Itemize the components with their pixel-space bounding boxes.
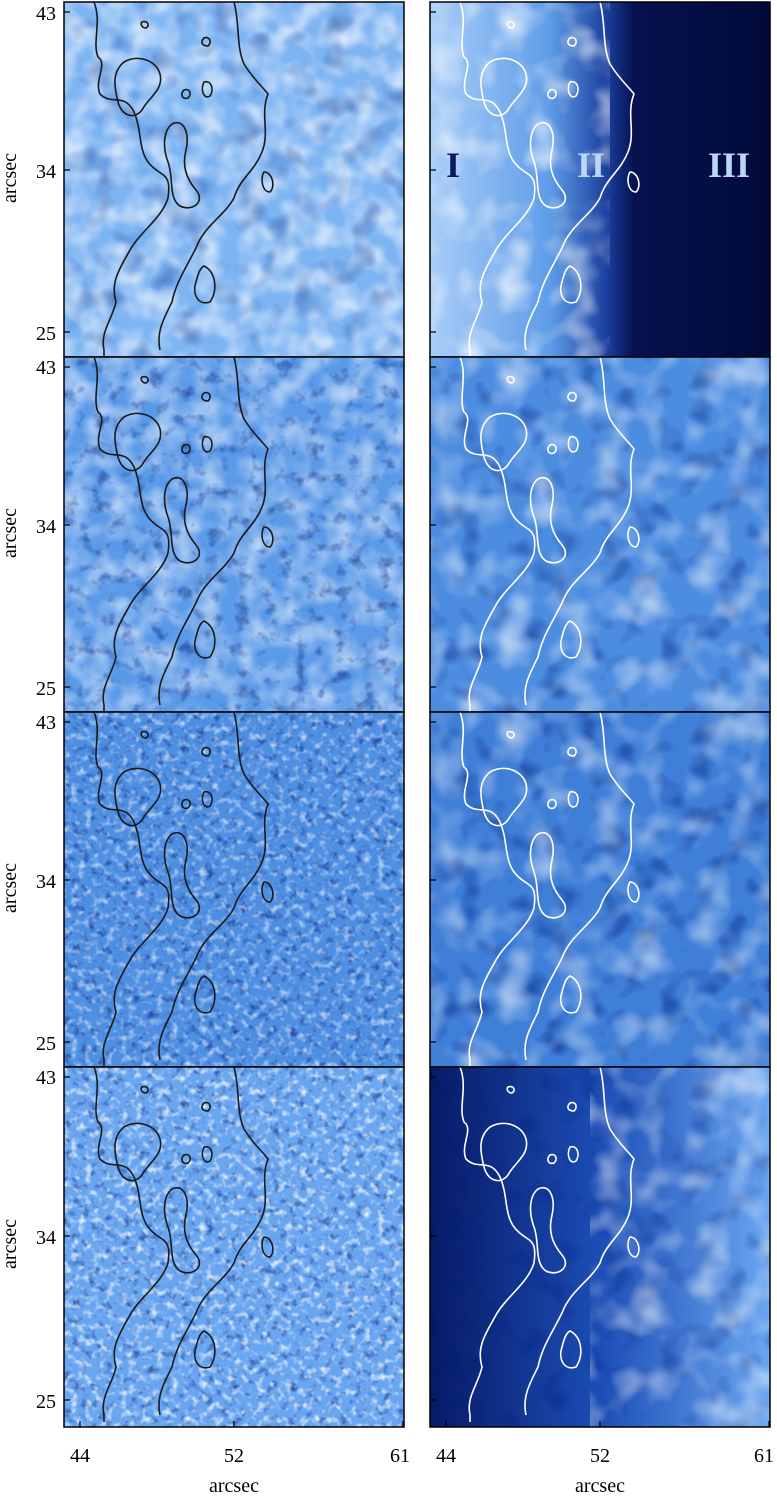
y-ticks-left: 43 34 25 43 34 25 43 34 25 43 34 25: [36, 3, 56, 1413]
y-tick-label: 34: [36, 161, 56, 183]
y-tick-label: 34: [36, 871, 56, 893]
y-tick-label: 34: [36, 516, 56, 538]
y-axis-label: arcsec: [0, 1219, 21, 1269]
y-tick-label: 25: [36, 678, 56, 700]
x-tick-marks: [79, 1421, 770, 1427]
y-tick-label: 43: [36, 3, 56, 25]
x-tick-label: 44: [436, 1445, 456, 1467]
panel-right-2: [429, 356, 771, 713]
x-tick-label: 52: [224, 1445, 244, 1467]
x-tick-label: 61: [390, 1445, 410, 1467]
y-tick-marks: [64, 11, 436, 1401]
region-label-i: I: [446, 145, 460, 185]
x-tick-label: 61: [754, 1445, 774, 1467]
x-axis-label-right: arcsec: [575, 1475, 625, 1497]
y-tick-label: 43: [36, 357, 56, 379]
y-tick-label: 25: [36, 1391, 56, 1413]
panel-left-2: [63, 356, 405, 713]
y-tick-label: 25: [36, 323, 56, 345]
y-tick-label: 43: [36, 1067, 56, 1089]
panel-right-4: [429, 1066, 771, 1428]
y-tick-label: 43: [36, 712, 56, 734]
panel-right-3: [429, 711, 771, 1068]
panel-left-1: [63, 1, 405, 358]
x-tick-label: 52: [590, 1445, 610, 1467]
y-tick-label: 34: [36, 1227, 56, 1249]
y-axis-label: arcsec: [0, 153, 21, 203]
x-tick-label: 44: [70, 1445, 90, 1467]
y-axis-label: arcsec: [0, 508, 21, 558]
region-label-iii: III: [708, 145, 750, 185]
panel-left-3: [63, 711, 405, 1068]
panel-right-1: [429, 1, 771, 358]
y-axis-labels: arcsec arcsec arcsec arcsec: [0, 153, 21, 1269]
y-tick-label: 25: [36, 1033, 56, 1055]
region-label-ii: II: [577, 145, 605, 185]
x-axis-label-left: arcsec: [209, 1475, 259, 1497]
x-ticks: 44 52 61 44 52 61: [70, 1445, 774, 1467]
y-axis-label: arcsec: [0, 863, 21, 913]
panel-left-4: [63, 1066, 405, 1428]
